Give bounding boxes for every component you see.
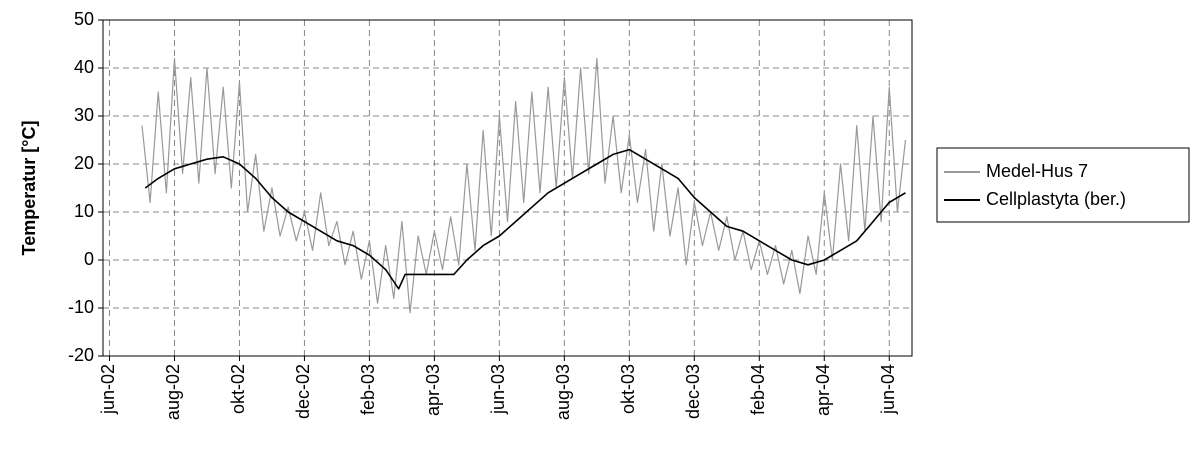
x-tick-label: aug-03 (553, 364, 573, 420)
x-tick-label: okt-02 (228, 364, 248, 414)
y-tick-label: -10 (68, 297, 94, 317)
y-tick-label: 20 (74, 153, 94, 173)
line-series (144, 148, 906, 290)
x-tick-label: dec-03 (683, 364, 703, 419)
y-tick-label: 30 (74, 105, 94, 125)
x-tick-label: jun-03 (488, 364, 508, 415)
y-axis-label: Temperatur [°C] (19, 121, 39, 256)
y-tick-label: 50 (74, 9, 94, 29)
y-tick-label: -20 (68, 345, 94, 365)
x-tick-label: dec-02 (293, 364, 313, 419)
y-tick-label: 0 (84, 249, 94, 269)
x-tick-label: apr-04 (813, 364, 833, 416)
x-tick-label: feb-03 (358, 364, 378, 415)
legend-label: Cellplastyta (ber.) (986, 189, 1126, 209)
plot-border (102, 19, 913, 357)
y-tick-label: 10 (74, 201, 94, 221)
y-tick-label: 40 (74, 57, 94, 77)
plot-area (103, 20, 912, 356)
line-series (141, 57, 907, 314)
x-tick-label: aug-02 (163, 364, 183, 420)
x-tick-label: jun-04 (878, 364, 898, 415)
x-tick-label: feb-04 (748, 364, 768, 415)
legend (936, 147, 1190, 223)
x-tick-label: jun-02 (98, 364, 118, 415)
x-tick-label: okt-03 (618, 364, 638, 414)
x-tick-label: apr-03 (423, 364, 443, 416)
legend-label: Medel-Hus 7 (986, 161, 1088, 181)
